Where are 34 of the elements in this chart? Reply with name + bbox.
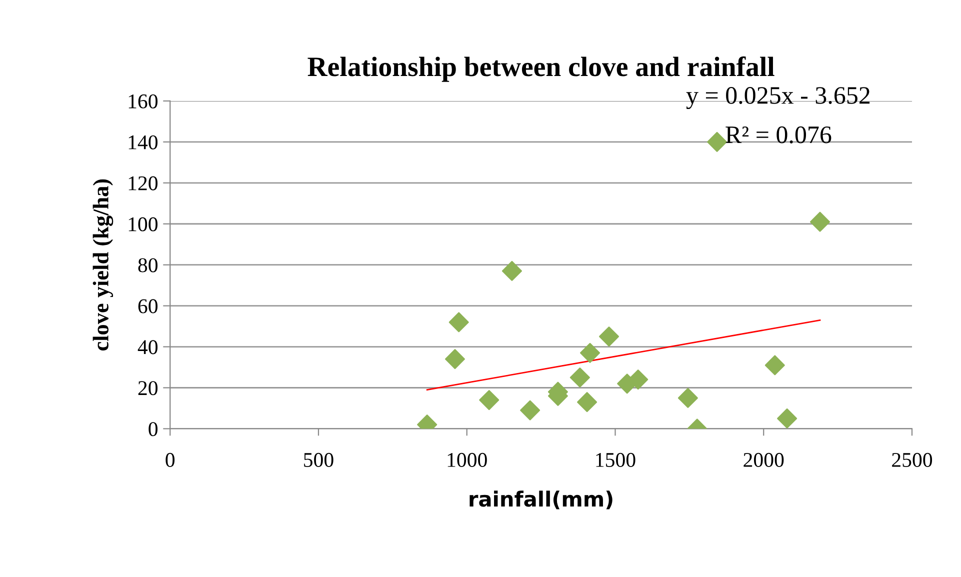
point [580, 342, 600, 363]
y-tick-label: 40 [138, 340, 158, 354]
point [678, 388, 698, 408]
y-tick-label: 60 [138, 299, 158, 314]
annotation: y = 0.025x - 3.652 [686, 87, 870, 110]
y-tick-label: 120 [128, 176, 158, 190]
annotation: R² = 0.076 [726, 126, 832, 144]
point [444, 349, 465, 370]
chart-title: Relationship between clove and rainfall [308, 56, 774, 82]
point [810, 212, 830, 232]
point [479, 390, 500, 410]
point [764, 355, 785, 376]
y-tick-label: 20 [138, 381, 158, 396]
point [570, 367, 590, 388]
point [577, 392, 598, 412]
x-tick-label: 1500 [596, 452, 636, 467]
y-tick-label: 0 [148, 422, 158, 436]
x-tick-label: 500 [304, 452, 334, 467]
point [502, 260, 522, 281]
x-axis-title: rainfall(mm) [470, 490, 612, 510]
point [448, 312, 469, 332]
x-tick-label: 2000 [744, 452, 784, 467]
point [707, 132, 728, 152]
x-tick-label: 2500 [892, 452, 932, 467]
y-tick-label: 100 [128, 217, 158, 232]
y-tick-label: 140 [128, 135, 158, 150]
y-tick-label: 80 [138, 258, 158, 272]
y-tick-label: 160 [128, 94, 158, 108]
x-tick-label: 1000 [448, 452, 487, 467]
point [520, 400, 540, 420]
point [598, 326, 620, 347]
point [777, 408, 798, 428]
y-axis-title: clove yield (kg/ha) [92, 179, 114, 350]
x-tick-label: 0 [166, 452, 175, 467]
